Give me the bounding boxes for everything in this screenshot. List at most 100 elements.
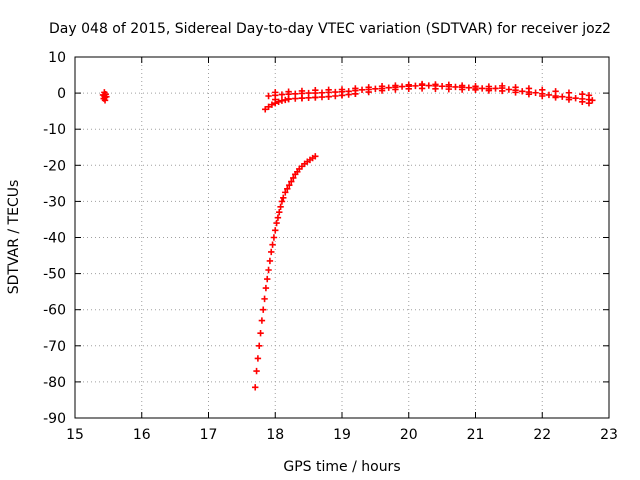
y-tick-label: -30 — [43, 194, 66, 210]
data-point — [101, 97, 109, 104]
data-point — [298, 87, 306, 95]
chart-title: Day 048 of 2015, Sidereal Day-to-day VTE… — [49, 21, 611, 37]
data-point — [465, 84, 473, 91]
data-point — [585, 92, 593, 99]
data-point — [579, 90, 586, 98]
x-axis-label: GPS time / hours — [283, 459, 400, 475]
data-point — [101, 89, 108, 96]
data-point — [275, 98, 282, 105]
data-point — [272, 89, 279, 96]
y-tick-label: -60 — [43, 303, 66, 319]
data-point — [253, 367, 260, 375]
data-point — [277, 203, 284, 211]
y-tick-label: -70 — [43, 339, 66, 355]
x-tick-label: 22 — [533, 427, 551, 443]
data-point — [338, 86, 346, 93]
tick-labels: 15 16 17 18 19 20 21 22 23 10 0 -10 -20 -30 -40 -50 -60 -… — [43, 50, 618, 443]
data-point — [280, 194, 287, 201]
data-point — [298, 94, 306, 102]
data-point — [338, 92, 346, 99]
data-point — [358, 86, 366, 94]
data-point — [539, 92, 546, 100]
data-point — [312, 87, 319, 94]
data-point — [285, 88, 292, 95]
data-point — [559, 93, 566, 100]
data-point — [398, 83, 406, 90]
data-point — [365, 88, 372, 96]
data-point — [256, 342, 263, 349]
series-steep-descent — [252, 153, 319, 391]
data-point — [378, 87, 386, 94]
data-point — [545, 91, 553, 99]
data-point — [432, 85, 439, 92]
data-point — [458, 86, 466, 93]
data-point — [579, 98, 586, 105]
data-point — [452, 83, 459, 91]
data-point — [352, 85, 359, 92]
data-point — [265, 103, 272, 111]
x-tick-label: 23 — [600, 427, 618, 443]
data-point — [260, 306, 267, 313]
y-tick-label: 0 — [57, 86, 66, 102]
data-point — [412, 82, 419, 90]
grid-lines — [75, 57, 609, 418]
x-tick-label: 18 — [266, 427, 284, 443]
series-early-cluster — [99, 89, 110, 104]
y-tick-label: -20 — [43, 158, 66, 174]
data-point — [565, 96, 573, 103]
data-point — [325, 86, 332, 94]
data-point — [261, 295, 268, 303]
x-tick-label: 20 — [400, 427, 418, 443]
data-point — [272, 96, 279, 103]
data-point — [265, 92, 272, 100]
data-point — [272, 227, 279, 234]
data-point — [589, 97, 596, 104]
data-point — [552, 88, 559, 95]
data-point — [276, 209, 283, 216]
data-point — [262, 284, 270, 292]
data-point — [438, 83, 446, 90]
data-point — [288, 178, 295, 185]
data-point — [485, 87, 493, 94]
data-point — [525, 85, 533, 92]
series-lower-envelope — [272, 85, 593, 107]
data-point — [270, 234, 278, 241]
data-point — [318, 89, 326, 96]
data-point — [292, 90, 299, 98]
data-point — [552, 94, 559, 101]
data-points — [99, 80, 596, 391]
data-point — [425, 82, 432, 89]
data-point — [305, 89, 312, 97]
data-point — [385, 84, 392, 91]
y-tick-label: -40 — [43, 231, 66, 247]
data-point — [285, 95, 292, 103]
data-point — [266, 257, 274, 265]
x-tick-label: 16 — [133, 427, 151, 443]
x-tick-label: 19 — [333, 427, 351, 443]
data-point — [103, 93, 110, 100]
data-point — [512, 89, 519, 96]
data-point — [519, 88, 526, 95]
data-point — [274, 214, 282, 221]
data-point — [325, 93, 332, 100]
data-point — [532, 89, 539, 96]
data-point — [264, 275, 271, 283]
data-point — [268, 101, 276, 108]
data-point — [254, 355, 262, 362]
data-point — [478, 85, 486, 92]
data-point — [352, 90, 359, 98]
data-point — [252, 384, 259, 391]
x-tick-label: 15 — [66, 427, 84, 443]
data-point — [278, 91, 286, 98]
x-tick-label: 17 — [200, 427, 218, 443]
data-point — [445, 85, 452, 93]
x-tick-label: 21 — [467, 427, 485, 443]
data-point — [565, 89, 573, 96]
data-point — [269, 241, 276, 248]
data-point — [372, 85, 379, 92]
data-point — [392, 86, 399, 93]
data-point — [286, 181, 293, 189]
data-point — [262, 106, 269, 113]
